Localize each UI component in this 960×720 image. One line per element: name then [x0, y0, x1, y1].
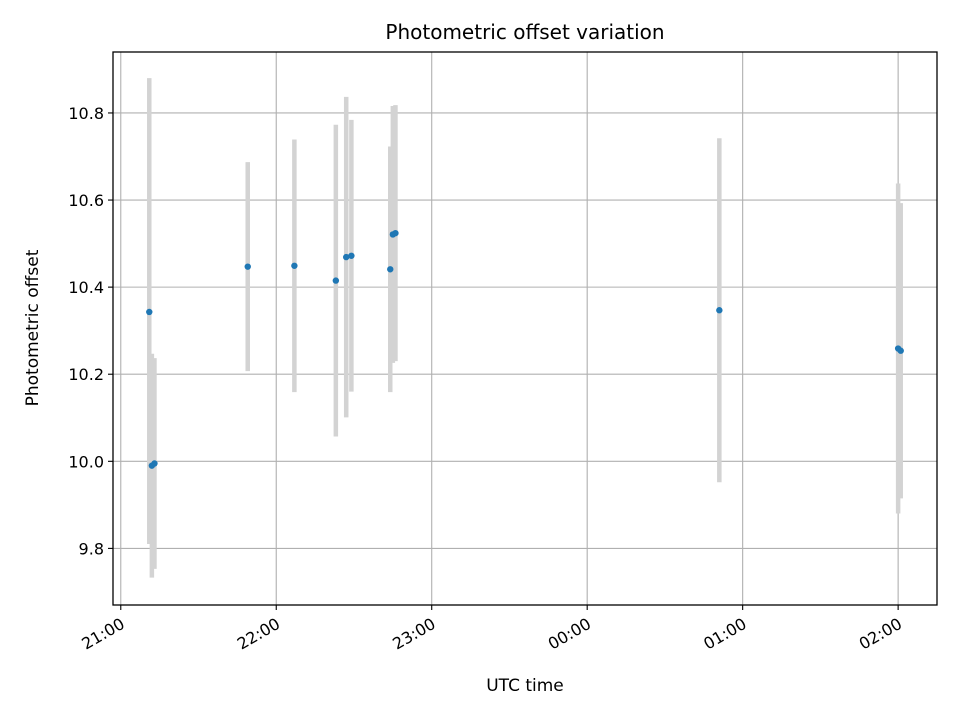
y-tick-label: 10.8 — [68, 104, 104, 123]
y-tick-label: 9.8 — [79, 539, 104, 558]
data-point — [343, 253, 350, 261]
y-tick-label: 10.2 — [68, 365, 104, 384]
data-point — [151, 460, 158, 467]
data-point — [146, 308, 153, 316]
tick-layer — [108, 112, 899, 610]
x-axis-label: UTC time — [486, 676, 564, 696]
data-point — [387, 266, 394, 273]
chart-title: Photometric offset variation — [385, 20, 664, 44]
data-point — [348, 252, 355, 259]
y-tick-label: 10.0 — [68, 452, 104, 471]
data-point — [392, 229, 399, 237]
y-axis-label: Photometric offset — [23, 249, 43, 406]
data-point — [716, 307, 723, 314]
plot-frame — [112, 51, 938, 606]
y-tick-label: 10.4 — [68, 278, 104, 297]
y-tick-label: 10.6 — [68, 191, 104, 210]
data-point — [244, 263, 251, 270]
point-layer — [146, 229, 904, 469]
data-point — [897, 347, 904, 354]
data-point — [332, 277, 340, 284]
data-point — [291, 262, 298, 269]
